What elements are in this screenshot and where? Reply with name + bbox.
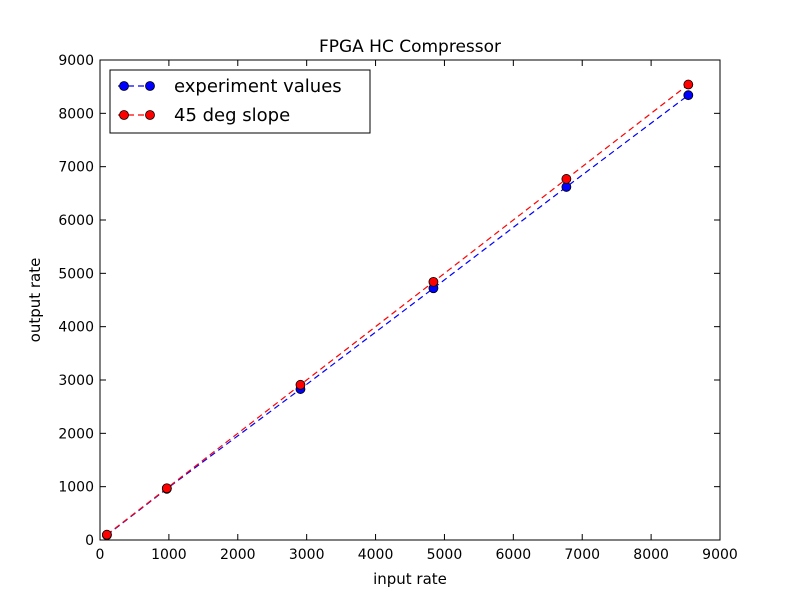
- series-layer: [101, 79, 694, 541]
- y-tick-label: 9000: [58, 53, 94, 69]
- y-tick-label: 7000: [58, 160, 94, 176]
- data-point-45-deg-slope: [428, 276, 439, 287]
- y-tick-label: 2000: [58, 426, 94, 442]
- legend-marker-experiment-values: [145, 81, 155, 91]
- legend-frame: [109, 69, 371, 134]
- legend-marker-experiment-values: [119, 81, 129, 91]
- y-tick-label: 0: [85, 533, 94, 549]
- x-tick-label: 5000: [427, 547, 463, 563]
- x-tick-label: 8000: [633, 547, 669, 563]
- x-tick-label: 3000: [289, 547, 325, 563]
- legend-label-45-deg-slope: 45 deg slope: [174, 105, 290, 126]
- y-axis-label: output rate: [26, 258, 44, 343]
- data-point-45-deg-slope: [561, 174, 572, 184]
- y-tick-label: 8000: [58, 106, 94, 122]
- legend-marker-45-deg-slope: [119, 110, 129, 120]
- data-point-experiment-values: [683, 90, 694, 101]
- y-tick-label: 4000: [58, 320, 94, 336]
- x-tick-label: 4000: [358, 547, 394, 563]
- x-tick-label: 6000: [496, 547, 532, 563]
- x-tick-label: 2000: [220, 547, 256, 563]
- x-tick-label: 1000: [151, 547, 187, 563]
- x-tick-label: 0: [96, 547, 105, 563]
- y-tick-label: 3000: [58, 373, 94, 389]
- legend-marker-45-deg-slope: [145, 110, 155, 120]
- x-tick-label: 9000: [702, 547, 738, 563]
- plot-frame: [99, 59, 721, 541]
- data-point-45-deg-slope: [161, 483, 172, 494]
- series-line-45-deg-slope: [106, 84, 689, 536]
- data-point-45-deg-slope: [101, 529, 112, 540]
- data-point-45-deg-slope: [295, 379, 306, 390]
- axis-ticks: 0 1000 2000 3000 4000 5000 6000 7000 8000 9000 0 10…: [58, 53, 737, 563]
- data-point-45-deg-slope: [683, 79, 694, 90]
- x-axis-label: input rate: [373, 570, 447, 588]
- y-tick-label: 6000: [58, 213, 94, 229]
- legend-label-experiment-values: experiment values: [174, 76, 342, 97]
- y-tick-label: 1000: [58, 480, 94, 496]
- chart-title: FPGA HC Compressor: [319, 37, 501, 57]
- legend: experiment values 45 deg slope: [109, 69, 371, 134]
- x-tick-label: 7000: [564, 547, 600, 563]
- y-tick-label: 5000: [58, 266, 94, 282]
